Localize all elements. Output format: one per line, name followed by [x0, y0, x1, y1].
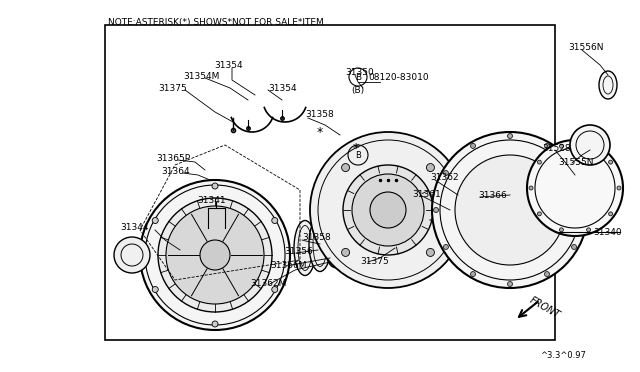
Ellipse shape — [458, 200, 478, 230]
Ellipse shape — [339, 208, 361, 263]
Text: NOTE:ASTERISK(*) SHOWS*NOT FOR SALE*ITEM: NOTE:ASTERISK(*) SHOWS*NOT FOR SALE*ITEM — [108, 17, 324, 26]
Text: 08120-83010: 08120-83010 — [368, 73, 429, 81]
Ellipse shape — [294, 221, 316, 276]
Circle shape — [527, 140, 623, 236]
Circle shape — [444, 244, 449, 250]
Text: ^3.3^0.97: ^3.3^0.97 — [540, 350, 586, 359]
Circle shape — [158, 198, 272, 312]
Circle shape — [342, 248, 349, 256]
Text: *: * — [317, 125, 323, 138]
Circle shape — [444, 170, 449, 176]
Circle shape — [426, 164, 435, 171]
Text: 31354: 31354 — [268, 83, 296, 93]
Circle shape — [587, 144, 591, 148]
Circle shape — [432, 132, 588, 288]
Circle shape — [272, 218, 278, 224]
Circle shape — [352, 174, 424, 246]
Circle shape — [310, 132, 466, 288]
Text: B: B — [355, 151, 361, 160]
Circle shape — [212, 183, 218, 189]
Circle shape — [609, 212, 612, 216]
Circle shape — [538, 212, 541, 216]
Circle shape — [140, 180, 290, 330]
Text: 31555N: 31555N — [558, 157, 593, 167]
Text: 31361: 31361 — [412, 189, 441, 199]
Bar — [105, 25, 555, 340]
Ellipse shape — [309, 217, 331, 272]
Circle shape — [572, 244, 577, 250]
Circle shape — [272, 286, 278, 292]
Text: 31375: 31375 — [360, 257, 388, 266]
Text: 31528: 31528 — [542, 144, 571, 153]
Circle shape — [559, 144, 563, 148]
Text: 31350: 31350 — [345, 67, 374, 77]
Ellipse shape — [599, 71, 617, 99]
Circle shape — [508, 282, 513, 286]
Circle shape — [433, 208, 438, 212]
Text: 31362: 31362 — [430, 173, 459, 182]
Text: 31358: 31358 — [302, 232, 331, 241]
Text: 31362M: 31362M — [250, 279, 286, 289]
Circle shape — [166, 206, 264, 304]
Circle shape — [342, 164, 349, 171]
Text: *: * — [353, 141, 359, 154]
Circle shape — [559, 228, 563, 232]
Circle shape — [587, 228, 591, 232]
Ellipse shape — [458, 180, 478, 210]
Circle shape — [370, 192, 406, 228]
Circle shape — [212, 321, 218, 327]
Circle shape — [570, 125, 610, 165]
Text: 31375: 31375 — [158, 83, 187, 93]
Ellipse shape — [354, 205, 376, 260]
Circle shape — [343, 165, 433, 255]
Text: 31366: 31366 — [478, 190, 507, 199]
Text: 31340: 31340 — [593, 228, 621, 237]
Circle shape — [470, 144, 476, 148]
Circle shape — [455, 155, 565, 265]
Text: B: B — [355, 73, 361, 81]
Text: 31365P: 31365P — [156, 154, 190, 163]
Circle shape — [538, 160, 541, 164]
Circle shape — [617, 186, 621, 190]
Text: 31366M: 31366M — [270, 260, 307, 269]
Text: 31364: 31364 — [161, 167, 189, 176]
Text: 31358: 31358 — [305, 109, 333, 119]
Circle shape — [582, 208, 586, 212]
Text: 31341: 31341 — [197, 196, 226, 205]
Circle shape — [200, 240, 230, 270]
Circle shape — [572, 170, 577, 176]
Circle shape — [152, 286, 158, 292]
Text: 31556N: 31556N — [568, 42, 604, 51]
Circle shape — [545, 272, 550, 277]
Text: FRONT: FRONT — [528, 295, 562, 321]
Text: 31344: 31344 — [120, 222, 148, 231]
Text: (B): (B) — [351, 86, 365, 94]
Text: 31354M: 31354M — [183, 71, 220, 80]
Circle shape — [529, 186, 533, 190]
Circle shape — [152, 218, 158, 224]
Circle shape — [470, 272, 476, 277]
Circle shape — [609, 160, 612, 164]
Ellipse shape — [324, 212, 346, 267]
Circle shape — [426, 248, 435, 256]
Text: 31356: 31356 — [284, 247, 313, 257]
Circle shape — [114, 237, 150, 273]
Text: 31354: 31354 — [214, 61, 243, 70]
Circle shape — [545, 144, 550, 148]
Circle shape — [508, 134, 513, 138]
